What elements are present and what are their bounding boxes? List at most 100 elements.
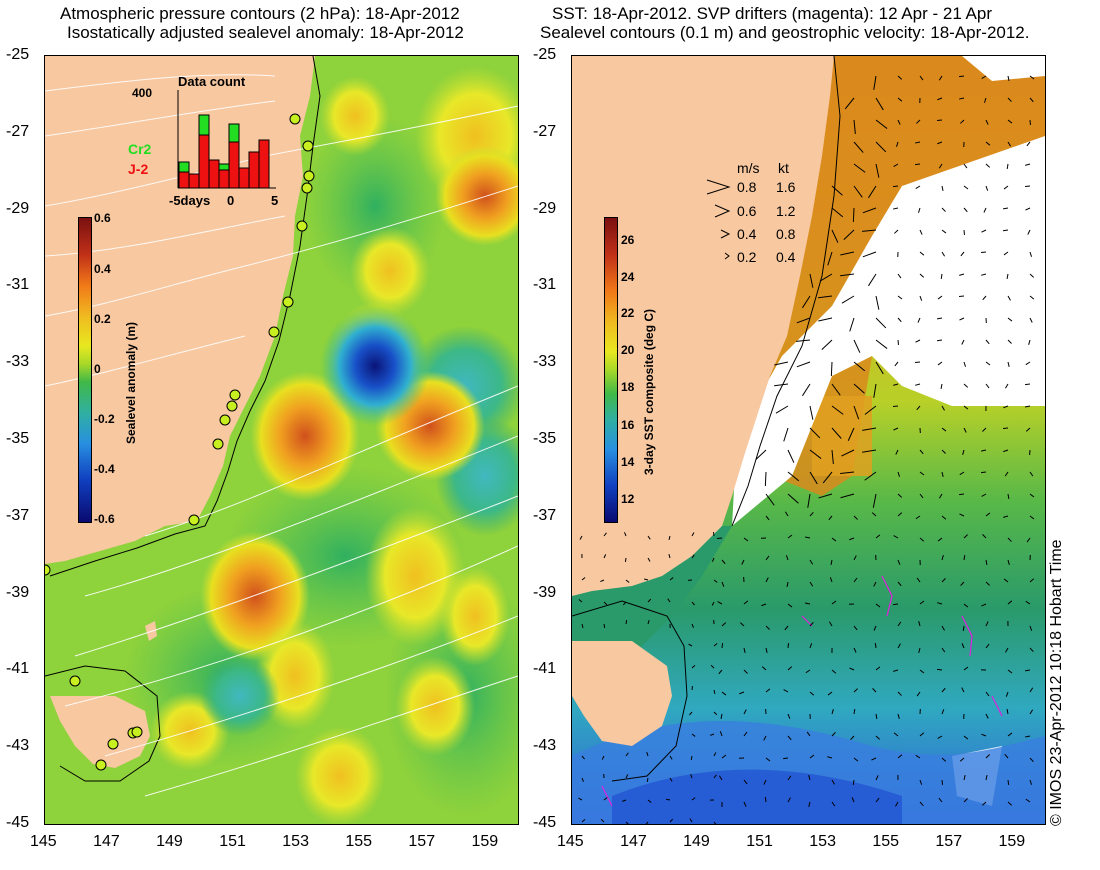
velocity-arrow xyxy=(893,207,899,210)
velocity-arrow xyxy=(809,621,814,627)
velocity-arrow xyxy=(821,339,833,350)
velocity-arrow xyxy=(764,471,767,487)
velocity-arrow xyxy=(1004,471,1009,477)
velocity-arrow xyxy=(1026,141,1031,147)
velocity-arrow xyxy=(765,647,768,653)
velocity-arrow xyxy=(959,513,965,517)
left-title-line1: Atmospheric pressure contours (2 hPa): 1… xyxy=(60,4,460,23)
velocity-arrow xyxy=(755,449,767,460)
velocity-arrow xyxy=(875,339,888,349)
velocity-arrow xyxy=(892,185,899,188)
y-tick-label: -37 xyxy=(6,506,30,524)
velocity-arrow xyxy=(937,537,943,542)
speed-legend-kt: 0.4 xyxy=(776,249,796,265)
velocity-arrow xyxy=(958,295,965,298)
speed-legend-kt: 0.8 xyxy=(776,226,796,242)
velocity-arrow xyxy=(1029,757,1034,763)
velocity-arrow xyxy=(872,493,877,508)
velocity-arrow xyxy=(1006,163,1009,170)
y-tick-label: -27 xyxy=(533,122,557,140)
y-tick-label: -35 xyxy=(533,430,557,447)
velocity-arrow xyxy=(579,535,583,540)
velocity-arrow xyxy=(1025,735,1031,738)
velocity-arrow xyxy=(862,229,877,232)
speed-legend-ms: 0.6 xyxy=(737,203,757,219)
velocity-arrow xyxy=(827,691,833,696)
speed-legend-ms: 0.4 xyxy=(737,226,757,242)
velocity-arrow xyxy=(1025,361,1031,366)
velocity-arrow xyxy=(603,532,607,537)
velocity-arrow xyxy=(915,339,921,343)
velocity-arrow xyxy=(603,554,607,559)
y-tick-label: -43 xyxy=(6,737,30,755)
velocity-arrow xyxy=(1024,185,1031,188)
velocity-arrow xyxy=(963,185,969,190)
velocity-arrow xyxy=(963,735,969,740)
velocity-arrow xyxy=(850,735,855,740)
y-tick-label: -31 xyxy=(6,276,30,294)
velocity-arrow xyxy=(783,689,789,693)
velocity-arrow xyxy=(916,119,921,124)
velocity-arrow xyxy=(897,119,901,125)
velocity-arrow xyxy=(841,295,855,304)
velocity-arrow xyxy=(804,602,811,605)
velocity-arrow xyxy=(765,577,769,583)
velocity-arrow xyxy=(893,732,899,737)
velocity-arrow xyxy=(741,559,745,565)
velocity-arrow xyxy=(840,251,855,256)
velocity-arrow xyxy=(941,515,947,520)
velocity-arrow xyxy=(1006,273,1009,280)
velocity-arrow xyxy=(915,754,921,759)
velocity-arrow xyxy=(1029,687,1034,693)
velocity-arrow xyxy=(897,295,903,300)
velocity-arrow xyxy=(787,775,792,781)
velocity-arrow xyxy=(897,754,903,759)
sealevel-colorbar-tick: 0 xyxy=(94,362,101,376)
velocity-arrow xyxy=(868,185,877,199)
x-tick-label: 147 xyxy=(620,833,647,850)
velocity-arrow xyxy=(875,141,887,153)
x-tick-label: 159 xyxy=(471,833,499,850)
velocity-arrow xyxy=(765,493,775,506)
velocity-arrow xyxy=(919,251,925,256)
velocity-arrow xyxy=(941,449,946,454)
velocity-arrow xyxy=(669,755,673,760)
velocity-arrow xyxy=(581,755,585,760)
y-tick-label: -37 xyxy=(533,506,557,524)
speed-legend-ms: 0.2 xyxy=(737,249,757,265)
velocity-arrow xyxy=(796,361,811,368)
y-tick-label: -39 xyxy=(533,583,557,601)
sst-colorbar-label: 3-day SST composite (deg C) xyxy=(642,308,656,475)
velocity-arrow xyxy=(581,577,586,581)
velocity-arrow xyxy=(938,797,943,803)
velocity-arrow xyxy=(713,821,717,824)
sst-colorbar-tick: 12 xyxy=(621,492,635,506)
velocity-arrow xyxy=(937,735,943,739)
velocity-arrow xyxy=(625,774,629,779)
y-tick-label: -41 xyxy=(6,660,30,678)
velocity-arrow xyxy=(980,251,987,254)
velocity-arrow xyxy=(963,163,968,169)
velocity-arrow xyxy=(939,493,943,499)
velocity-arrow xyxy=(721,642,724,649)
velocity-arrow xyxy=(936,339,943,342)
velocity-arrow xyxy=(937,295,943,300)
x-tick-label: 155 xyxy=(872,833,900,850)
y-tick-label: -29 xyxy=(6,199,30,217)
y-tick-label: -45 xyxy=(6,814,30,831)
velocity-arrow xyxy=(711,601,715,606)
velocity-arrow xyxy=(875,735,880,740)
velocity-arrow xyxy=(897,643,901,649)
velocity-arrow xyxy=(1025,163,1031,166)
sealevel-anomaly-map xyxy=(44,55,519,825)
velocity-arrow xyxy=(796,339,811,342)
velocity-arrow xyxy=(1028,339,1031,345)
velocity-arrow xyxy=(937,602,943,605)
velocity-arrow xyxy=(894,229,899,234)
velocity-arrow xyxy=(809,691,815,696)
velocity-arrow xyxy=(960,119,965,124)
velocity-arrow xyxy=(985,512,991,517)
velocity-arrow xyxy=(603,601,608,606)
x-tick-label: 153 xyxy=(809,833,836,850)
velocity-arrow xyxy=(918,207,921,213)
